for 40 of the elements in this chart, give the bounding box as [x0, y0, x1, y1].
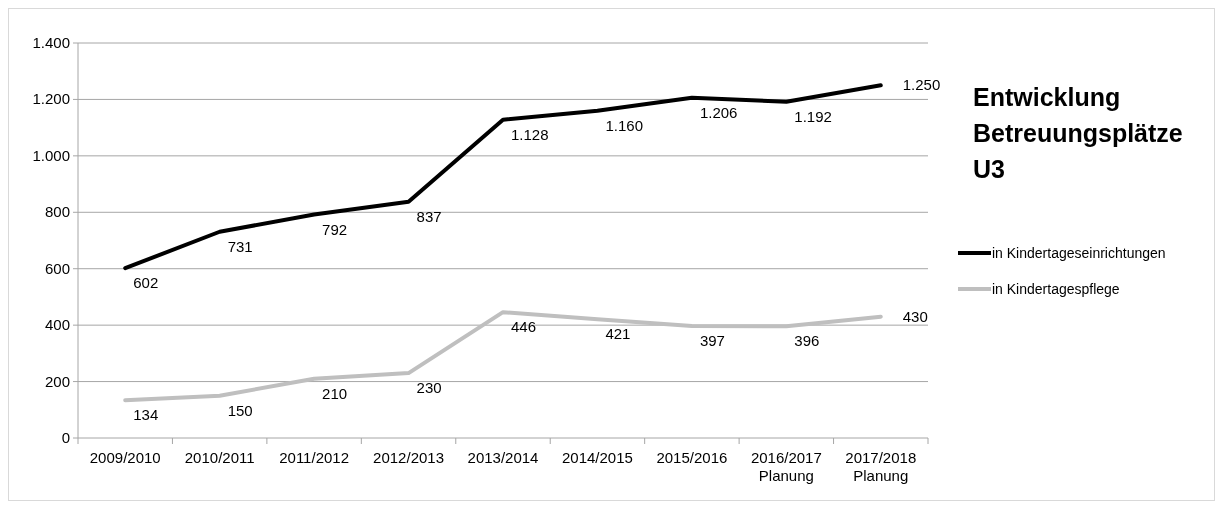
data-label: 421	[605, 325, 631, 343]
data-label: 446	[511, 318, 537, 336]
data-label: 230	[416, 379, 442, 397]
line-series	[123, 83, 883, 271]
x-tick-label: 2012/2013	[373, 449, 445, 466]
data-label: 792	[322, 220, 348, 238]
legend-label: in Kindertagespflege	[992, 281, 1120, 297]
x-tick-label: 2016/2017 Planung	[750, 449, 822, 484]
data-label: 1.192	[794, 107, 832, 125]
y-tick-label: 200	[44, 372, 70, 390]
x-tick-label: 2013/2014	[467, 449, 539, 466]
data-label: 430	[902, 307, 928, 325]
x-tick-label: 2010/2011	[184, 449, 255, 466]
y-tick-label: 800	[44, 203, 70, 221]
data-label: 1.206	[699, 103, 738, 121]
data-label: 396	[794, 332, 820, 350]
x-tick-label: 2009/2010	[89, 449, 161, 466]
x-tick-label: 2011/2012	[279, 449, 350, 466]
data-label: 731	[227, 237, 253, 255]
data-label: 837	[416, 207, 442, 225]
line-series	[123, 310, 883, 403]
x-tick-label: 2014/2015	[561, 449, 633, 466]
data-label: 150	[227, 401, 253, 419]
y-tick-label: 600	[44, 259, 70, 277]
data-label: 602	[133, 274, 159, 292]
text: Entwicklung Betreuungsplätze U3	[973, 83, 1183, 183]
y-tick-label: 1.200	[32, 90, 70, 108]
data-label: 1.250	[902, 76, 941, 94]
legend-label: in Kindertageseinrichtungen	[992, 245, 1166, 261]
data-label: 134	[133, 406, 159, 424]
y-tick-label: 1.000	[32, 146, 70, 164]
data-label: 210	[322, 384, 348, 402]
data-label: 397	[699, 331, 725, 349]
data-label: 1.160	[605, 116, 643, 134]
x-tick-label: 2015/2016	[656, 449, 728, 466]
data-label: 1.128	[511, 125, 549, 143]
y-tick-label: 400	[44, 316, 70, 334]
y-tick-label: 1.400	[32, 34, 70, 51]
x-tick-label: 2017/2018 Planung	[845, 449, 917, 484]
y-tick-label: 0	[61, 429, 70, 446]
